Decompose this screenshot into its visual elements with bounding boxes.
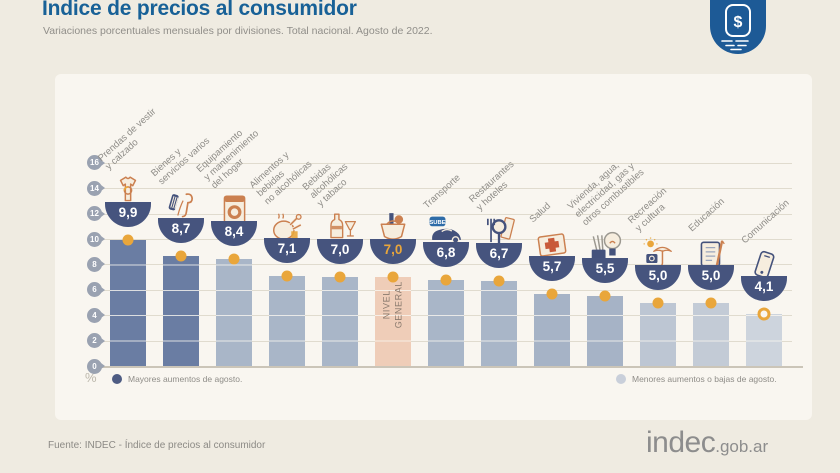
peak-dot-tshirt	[122, 234, 134, 246]
legend-dot-mayores	[112, 374, 122, 384]
y-axis-tick-6: 6	[87, 282, 105, 298]
dollar-sign: $	[734, 14, 743, 31]
category-label-car-sube: Transporte	[421, 172, 463, 212]
peak-dot-cutlery	[493, 275, 505, 287]
value-bowl-shopping-basket: 7,0	[370, 239, 416, 265]
gridline-14	[96, 188, 792, 190]
bar-grooming	[163, 255, 199, 366]
bar-lightbulb	[587, 296, 623, 366]
peak-dot-washing-machine	[228, 253, 240, 265]
peak-dot-notebook-pencil	[705, 297, 717, 308]
car-sube-icon: SUBE	[426, 214, 466, 248]
lightbulb-icon	[585, 230, 625, 264]
legend-mayores: Mayores aumentos de agosto.	[112, 374, 242, 384]
peak-dot-first-aid	[546, 288, 558, 300]
page-title: Indice de precios al consumidor	[42, 0, 357, 20]
gridline-16	[96, 162, 792, 164]
peak-dot-umbrella	[652, 297, 664, 308]
y-axis-tick-4: 4	[87, 307, 105, 323]
logo-main-text: indec	[646, 426, 716, 459]
washing-machine-icon	[214, 193, 254, 227]
peak-dot-lightbulb	[599, 290, 611, 302]
value-bowl-car-sube: 6,8	[423, 241, 469, 267]
cutlery-icon	[479, 215, 519, 249]
bar-food	[269, 275, 305, 366]
bar-cutlery	[481, 280, 517, 366]
first-aid-icon	[532, 228, 572, 262]
bar-umbrella	[640, 302, 676, 366]
bar-smartphone	[746, 313, 782, 366]
bar-notebook-pencil	[693, 302, 729, 366]
legend-label-menores: Menores aumentos o bajas de agosto.	[632, 374, 777, 384]
page-subtitle: Variaciones porcentuales mensuales por d…	[43, 25, 433, 37]
peak-dot-smartphone	[757, 307, 771, 321]
svg-text:SUBE: SUBE	[429, 220, 445, 226]
value-bowl-food: 7,1	[264, 237, 310, 263]
y-axis-unit-label: %	[85, 370, 97, 385]
category-label-umbrella: Recreación y cultura	[626, 185, 670, 235]
legend-dot-menores	[616, 374, 626, 384]
peak-dot-grooming	[175, 250, 187, 261]
bar-car-sube	[428, 279, 464, 366]
peak-dot-shopping-basket	[387, 271, 399, 283]
y-axis-tick-12: 12	[87, 206, 105, 222]
drinks-tobacco-icon	[320, 211, 360, 245]
peak-dot-food	[281, 270, 293, 282]
bar-washing-machine	[216, 259, 252, 366]
x-axis-baseline	[97, 366, 803, 368]
value-bowl-drinks-tobacco: 7,0	[317, 239, 363, 265]
bar-tshirt	[110, 240, 146, 366]
bar-drinks-tobacco	[322, 277, 358, 366]
value-bowl-notebook-pencil: 5,0	[688, 264, 734, 290]
shopping-basket-icon	[373, 211, 413, 245]
legend-menores: Menores aumentos o bajas de agosto.	[616, 374, 777, 384]
y-axis-tick-14: 14	[87, 180, 105, 196]
y-axis-tick-10: 10	[87, 231, 105, 247]
category-label-notebook-pencil: Educación	[686, 196, 727, 235]
y-axis-tick-8: 8	[87, 256, 105, 272]
logo-suffix-text: .gob.ar	[715, 437, 769, 456]
food-icon	[267, 210, 307, 244]
source-note: Fuente: INDEC - Índice de precios al con…	[48, 440, 266, 451]
grooming-icon	[161, 190, 201, 224]
gridline-12	[96, 213, 792, 215]
legend-label-mayores: Mayores aumentos de agosto.	[128, 374, 243, 384]
value-bowl-first-aid: 5,7	[529, 255, 575, 281]
y-axis-tick-2: 2	[87, 333, 105, 349]
bar-first-aid	[534, 293, 570, 366]
peak-dot-drinks-tobacco	[334, 271, 346, 283]
value-bowl-umbrella: 5,0	[635, 264, 681, 290]
category-label-cutlery: Restaurantes y hoteles	[467, 158, 517, 213]
bar-shopping-basket	[375, 277, 411, 366]
value-bowl-washing-machine: 8,4	[211, 221, 257, 247]
y-axis-tick-16: 16	[87, 155, 105, 171]
value-bowl-tshirt: 9,9	[105, 202, 151, 228]
umbrella-icon	[638, 237, 678, 271]
money-tag-icon: $	[710, 0, 766, 54]
value-bowl-lightbulb: 5,5	[582, 258, 628, 284]
notebook-pencil-icon	[691, 237, 731, 271]
peak-dot-car-sube	[440, 274, 452, 286]
y-axis-tick-0: 0	[87, 358, 105, 374]
tshirt-icon	[108, 174, 148, 208]
value-bowl-smartphone: 4,1	[741, 275, 787, 301]
indec-logo: indec .gob.ar	[646, 426, 768, 460]
